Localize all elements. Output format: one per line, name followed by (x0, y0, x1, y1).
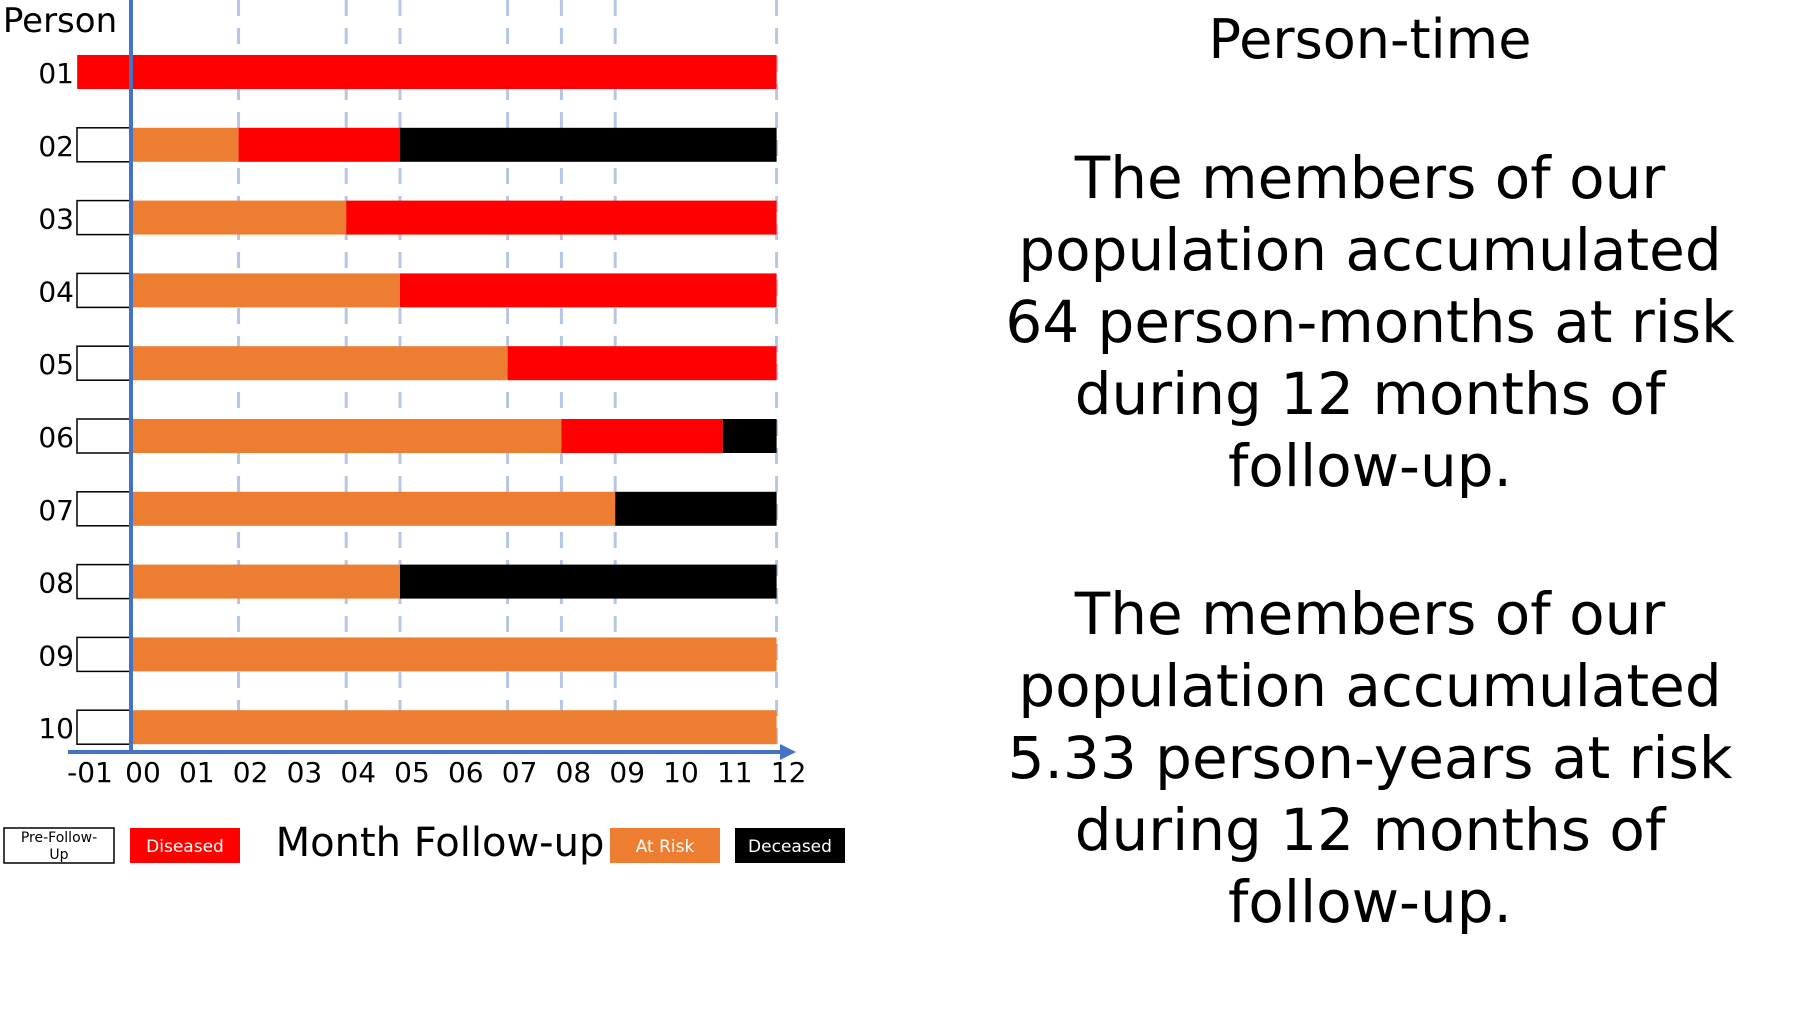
x-tick-label: 10 (663, 756, 699, 789)
side-panel-line: The members of our (1074, 580, 1666, 648)
person-label: 03 (38, 203, 74, 236)
person-label: 06 (38, 421, 74, 454)
bar-segment-pre (76, 709, 132, 745)
bar-segment-diseased (346, 200, 777, 235)
bar-segment-pre (76, 418, 132, 454)
side-panel-line: during 12 months of (1074, 360, 1666, 428)
side-panel-line: population accumulated (1018, 216, 1722, 284)
legend-swatch-at-risk (610, 828, 720, 863)
bar-segment-at-risk (131, 200, 347, 235)
x-tick-label: 08 (556, 756, 592, 789)
x-tick-label: 01 (179, 756, 215, 789)
x-tick-label: 04 (340, 756, 376, 789)
bar-segment-diseased (77, 55, 777, 89)
bar-segment-at-risk (131, 564, 400, 599)
bar-segment-at-risk (131, 637, 777, 672)
side-panel-line: 5.33 person-years at risk (1007, 724, 1733, 792)
bar-segment-at-risk (131, 491, 616, 526)
person-label: 09 (38, 639, 74, 672)
bar-segment-at-risk (131, 273, 400, 308)
bar-segment-pre (76, 491, 132, 527)
legend-swatch-diseased (130, 828, 240, 863)
x-tick-label: 07 (502, 756, 538, 789)
bar-segment-deceased (722, 419, 777, 453)
bar-segment-at-risk (131, 346, 508, 381)
person-label: 08 (38, 567, 74, 600)
x-tick-label: 00 (125, 756, 161, 789)
bar-segment-pre (76, 127, 132, 163)
x-axis-arrow (780, 744, 796, 760)
bar-segment-pre (76, 345, 132, 381)
bar-segment-pre (76, 199, 132, 236)
bar-segment-deceased (400, 564, 777, 599)
legend-label: Pre-Follow- (21, 830, 97, 846)
bar-segment-pre (76, 636, 132, 673)
x-tick-label: 02 (233, 756, 269, 789)
bar-segment-at-risk (131, 127, 239, 162)
legend-label: At Risk (636, 837, 695, 857)
bar-segment-at-risk (131, 419, 562, 453)
bar-segment-pre (76, 272, 132, 309)
x-axis-label: Month Follow-up (276, 820, 605, 866)
side-panel-title: Person-time (1208, 8, 1532, 71)
x-tick-label: 12 (771, 756, 807, 789)
x-tick-label: 06 (448, 756, 484, 789)
legend-label: Deceased (748, 837, 832, 857)
x-tick-label: 05 (394, 756, 430, 789)
person-label: 02 (38, 130, 74, 163)
bar-segment-diseased (238, 127, 400, 162)
side-panel-line: follow-up. (1228, 432, 1512, 500)
person-label: 01 (38, 57, 74, 90)
side-panel-line: The members of our (1074, 144, 1666, 212)
person-label: 07 (38, 494, 74, 527)
bar-segment-at-risk (131, 710, 777, 745)
side-panel-line: 64 person-months at risk (1005, 288, 1735, 356)
bar-segment-diseased (561, 419, 723, 453)
x-tick-label: 11 (717, 756, 753, 789)
bar-segment-deceased (400, 127, 777, 162)
bar-segment-pre (76, 563, 132, 600)
legend-label: Diseased (146, 837, 224, 857)
person-label: 10 (38, 712, 74, 745)
person-label: 05 (38, 348, 74, 381)
side-panel-line: follow-up. (1228, 868, 1512, 936)
person-label: 04 (38, 275, 74, 308)
side-panel-paragraph-years: The members of our population accumulated… (960, 578, 1780, 938)
legend-swatch-pre (3, 827, 115, 864)
bar-segment-diseased (400, 273, 777, 308)
x-tick-label: -01 (67, 756, 113, 789)
side-panel-line: population accumulated (1018, 652, 1722, 720)
y-axis-label: Person (3, 1, 117, 41)
side-panel-paragraph-months: The members of our population accumulated… (960, 142, 1780, 502)
x-tick-label: 09 (609, 756, 645, 789)
bar-segment-diseased (507, 346, 777, 381)
legend-swatch-deceased (735, 828, 845, 863)
x-tick-label: 03 (287, 756, 323, 789)
legend-label: Up (49, 847, 68, 863)
bar-segment-deceased (615, 491, 777, 526)
side-panel-line: during 12 months of (1074, 796, 1666, 864)
